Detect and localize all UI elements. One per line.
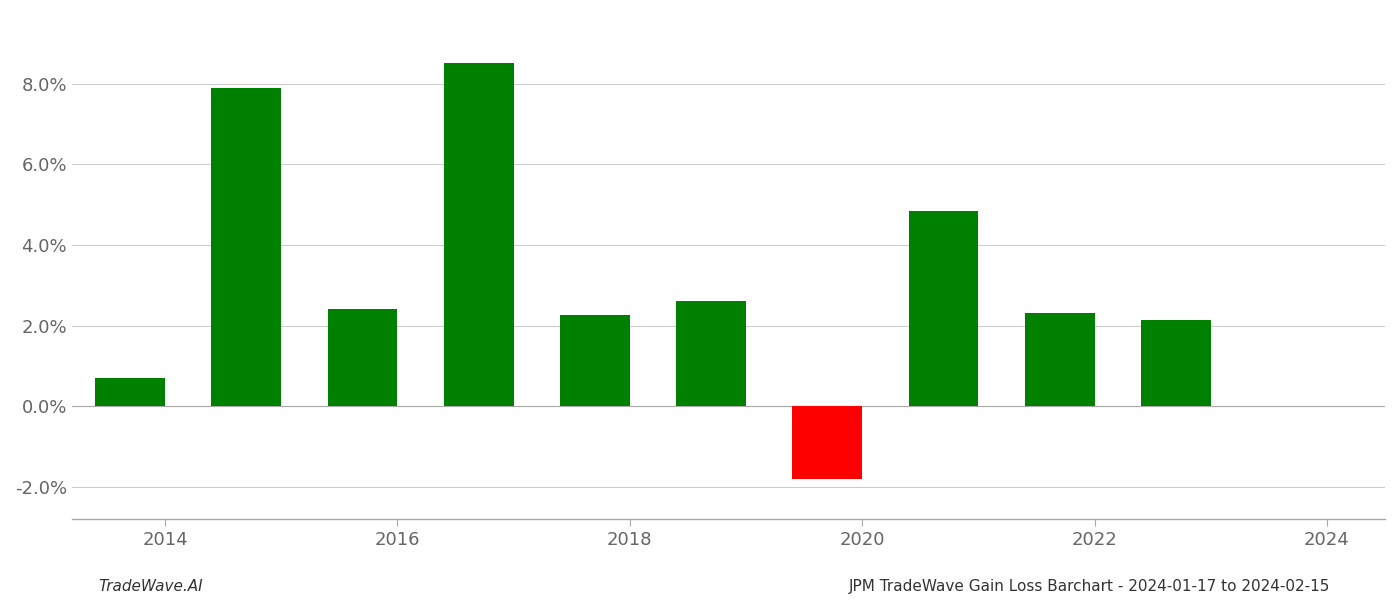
Bar	[676, 301, 746, 406]
Text: JPM TradeWave Gain Loss Barchart - 2024-01-17 to 2024-02-15: JPM TradeWave Gain Loss Barchart - 2024-…	[848, 579, 1330, 594]
Bar	[211, 88, 281, 406]
Bar	[1025, 313, 1095, 406]
Bar	[328, 310, 398, 406]
Bar	[1141, 320, 1211, 406]
Bar	[560, 316, 630, 406]
Bar	[95, 378, 165, 406]
Bar	[792, 406, 862, 479]
Bar	[909, 211, 979, 406]
Bar	[444, 64, 514, 406]
Text: TradeWave.AI: TradeWave.AI	[98, 579, 203, 594]
